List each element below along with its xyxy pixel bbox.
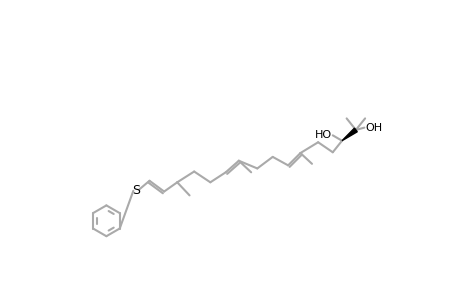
Text: OH: OH [364,123,381,133]
Text: HO: HO [314,130,331,140]
Text: S: S [132,184,140,196]
Polygon shape [341,128,357,141]
